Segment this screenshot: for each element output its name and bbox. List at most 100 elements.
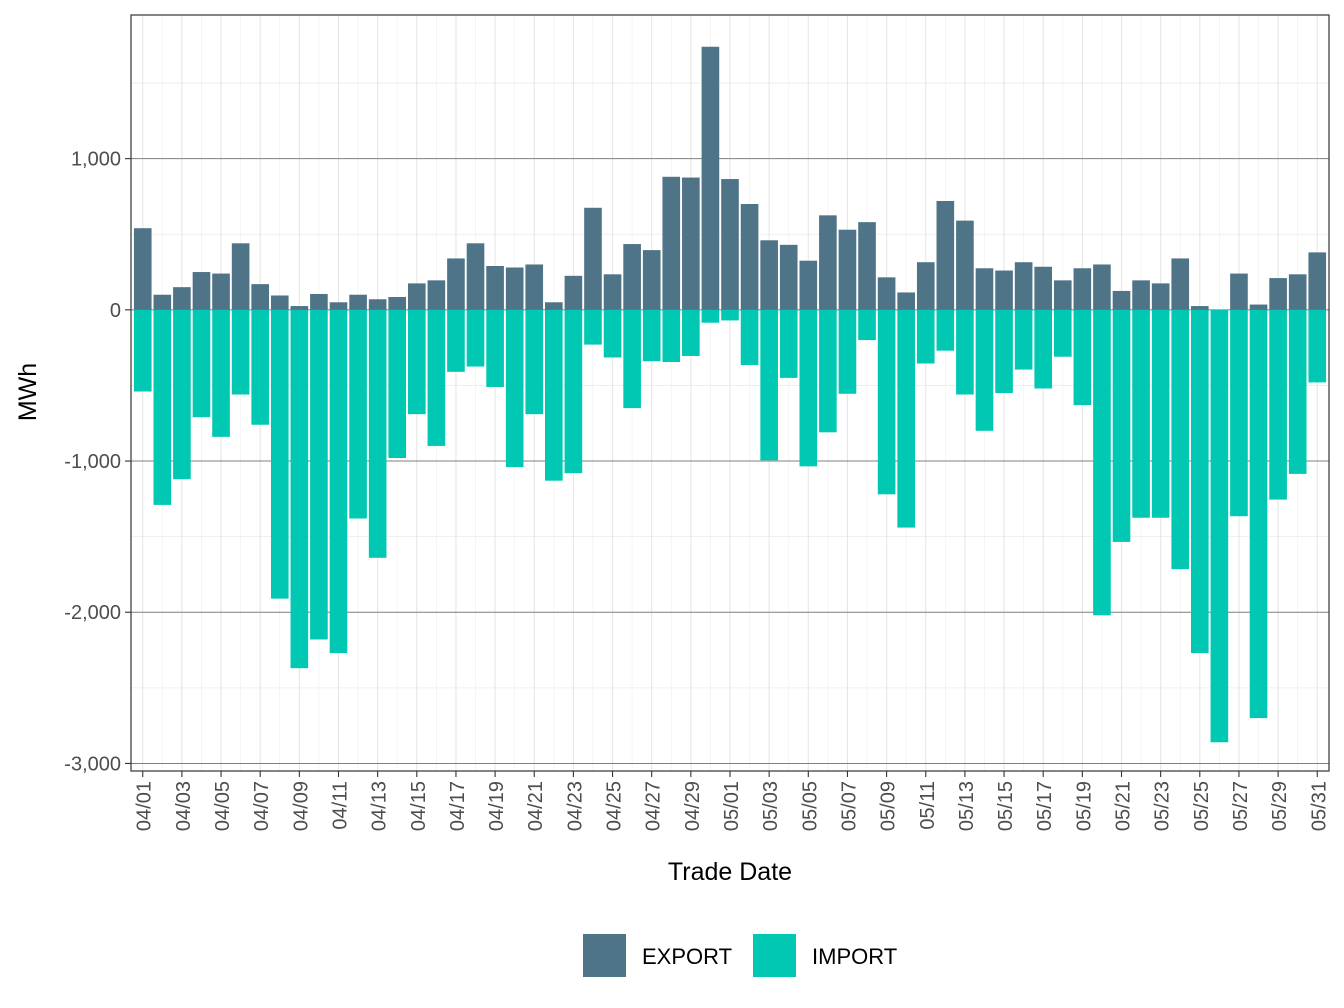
bar-import	[427, 309, 446, 446]
bar-export	[897, 292, 915, 310]
bar-import	[1093, 309, 1111, 616]
bar-import	[1034, 309, 1053, 389]
bar-export	[760, 240, 778, 310]
x-tick-label: 04/29	[682, 781, 704, 831]
bar-export	[1308, 252, 1327, 310]
bar-import	[721, 309, 739, 321]
x-axis-title: Trade Date	[668, 858, 792, 886]
x-tick-label: 04/13	[369, 781, 391, 831]
bar-import	[388, 309, 407, 459]
bar-import	[486, 309, 504, 387]
bar-export	[329, 302, 348, 310]
bar-import	[447, 309, 465, 372]
bar-export	[721, 179, 739, 310]
legend-key-import	[753, 934, 796, 977]
bar-import	[975, 309, 994, 431]
bar-import	[310, 309, 328, 640]
bar-import	[1190, 309, 1209, 654]
bar-import	[564, 309, 583, 474]
bar-export	[916, 262, 935, 310]
bar-import	[936, 309, 955, 351]
bar-import	[897, 309, 915, 528]
bar-export	[682, 177, 700, 310]
bar-import	[329, 309, 348, 654]
bar-export	[133, 228, 152, 310]
bar-export	[956, 220, 974, 310]
bar-import	[525, 309, 544, 415]
bar-export	[1073, 268, 1092, 310]
bar-import	[1269, 309, 1287, 500]
legend: EXPORT IMPORT	[583, 934, 897, 977]
bar-import	[1249, 309, 1268, 719]
bar-export	[270, 295, 289, 310]
bar-import	[956, 309, 974, 395]
bar-import	[153, 309, 172, 505]
bar-export	[349, 294, 367, 310]
bar-import	[133, 309, 152, 392]
y-axis: -3,000 -2,000 -1,000 0 1,000	[64, 149, 131, 775]
bar-export	[819, 215, 837, 310]
bar-export	[838, 229, 857, 310]
bar-import	[1073, 309, 1092, 406]
x-tick-label: 04/11	[329, 781, 351, 830]
bar-export	[486, 265, 504, 310]
y-tick-label: 0	[110, 300, 121, 322]
x-tick-label: 04/05	[212, 781, 234, 831]
legend-key-export	[583, 934, 626, 977]
x-tick-label: 04/07	[251, 781, 273, 831]
bar-import	[1308, 309, 1327, 383]
y-tick-label: 1,000	[71, 149, 121, 171]
bar-export	[936, 200, 955, 310]
bar-export	[799, 260, 818, 310]
y-axis-title: MWh	[14, 363, 42, 421]
bar-export	[290, 306, 309, 310]
bar-import	[368, 309, 387, 558]
x-tick-label: 04/23	[564, 781, 586, 831]
y-tick-label: -1,000	[64, 451, 121, 473]
bar-import	[1132, 309, 1150, 518]
legend-label-import: IMPORT	[812, 944, 897, 969]
bar-import	[1288, 309, 1307, 474]
bar-import	[838, 309, 857, 394]
bar-import	[1112, 309, 1131, 542]
bar-export	[173, 287, 191, 310]
bar-export	[153, 294, 172, 310]
bar-export	[1249, 304, 1268, 310]
x-tick-label: 05/11	[917, 781, 939, 830]
bar-export	[1190, 306, 1209, 310]
bar-import	[290, 309, 309, 669]
x-tick-label: 05/27	[1230, 781, 1252, 831]
x-tick-label: 04/19	[486, 781, 508, 831]
bar-import	[779, 309, 798, 378]
bar-export	[1112, 290, 1131, 310]
bar-import	[407, 309, 426, 415]
bar-export	[1132, 280, 1150, 310]
bar-export	[368, 299, 387, 310]
bar-import	[466, 309, 485, 367]
x-tick-label: 05/09	[878, 781, 900, 831]
bar-export	[1034, 266, 1053, 310]
bar-import	[584, 309, 602, 345]
x-tick-label: 05/05	[799, 781, 821, 831]
bar-export	[603, 274, 622, 310]
bar-export	[388, 296, 407, 310]
bar-import	[642, 309, 661, 362]
bar-export	[975, 268, 994, 310]
bar-export	[545, 302, 563, 310]
bar-import	[212, 309, 230, 437]
bar-export	[1230, 273, 1248, 310]
bar-import	[740, 309, 759, 366]
bar-export	[447, 258, 465, 310]
x-tick-label: 05/13	[956, 781, 978, 831]
x-tick-label: 04/01	[134, 781, 156, 831]
bar-export	[1269, 278, 1287, 310]
bar-import	[1151, 309, 1170, 518]
x-tick-label: 05/21	[1113, 781, 1135, 831]
bar-export	[623, 244, 641, 310]
bar-export	[251, 284, 270, 310]
bar-import	[799, 309, 818, 467]
bar-import	[192, 309, 211, 418]
bar-export	[1053, 280, 1072, 310]
bar-export	[466, 243, 485, 310]
